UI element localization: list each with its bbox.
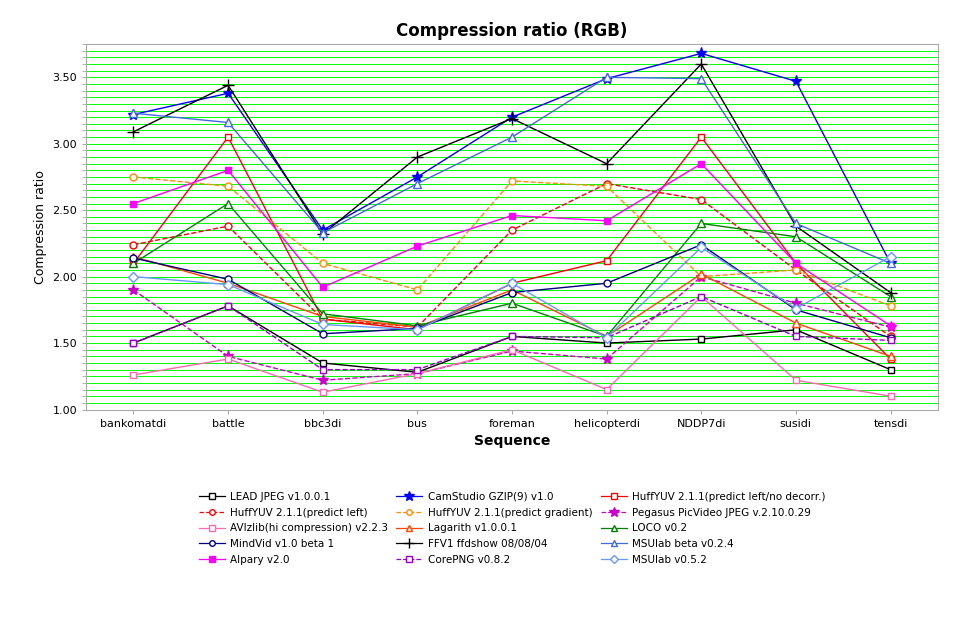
- Title: Compression ratio (RGB): Compression ratio (RGB): [396, 22, 628, 40]
- Legend: LEAD JPEG v1.0.0.1, HuffYUV 2.1.1(predict left), AVIzlib(hi compression) v2.2.3,: LEAD JPEG v1.0.0.1, HuffYUV 2.1.1(predic…: [194, 488, 830, 569]
- X-axis label: Sequence: Sequence: [474, 434, 550, 448]
- Y-axis label: Compression ratio: Compression ratio: [33, 170, 47, 284]
